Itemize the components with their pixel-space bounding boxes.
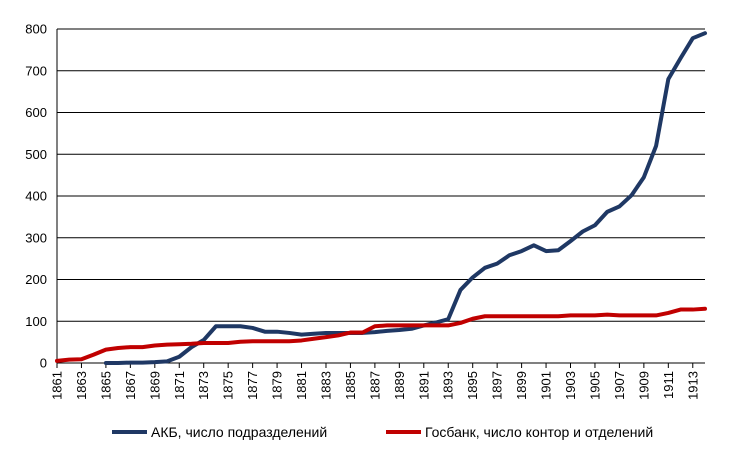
y-tick-label: 100 — [25, 314, 47, 329]
x-tick-label: 1865 — [98, 371, 113, 400]
x-tick-label: 1875 — [221, 371, 236, 400]
legend-label-gosbank: Госбанк, число контор и отделений — [425, 424, 653, 440]
gridlines — [56, 28, 705, 364]
x-tick-label: 1889 — [392, 371, 407, 400]
legend: АКБ, число подразделений Госбанк, число … — [112, 424, 653, 440]
x-axis-tick-labels: 1861 1863 1865 1867 1869 1871 1873 1875 1877 1879… — [50, 363, 700, 400]
x-tick-label: 1867 — [123, 371, 138, 400]
y-tick-label: 200 — [25, 272, 47, 287]
y-tick-label: 800 — [25, 22, 47, 37]
x-tick-label: 1863 — [74, 371, 89, 400]
y-tick-label: 0 — [40, 356, 47, 371]
y-tick-label: 600 — [25, 105, 47, 120]
x-tick-label: 1883 — [318, 371, 333, 400]
y-tick-label: 700 — [25, 63, 47, 78]
x-tick-label: 1861 — [50, 371, 65, 400]
x-tick-label: 1893 — [441, 371, 456, 400]
x-tick-label: 1913 — [685, 371, 700, 400]
x-tick-label: 1891 — [416, 371, 431, 400]
x-tick-label: 1895 — [465, 371, 480, 400]
x-tick-label: 1909 — [636, 371, 651, 400]
series-lines — [55, 31, 707, 365]
x-tick-label: 1905 — [587, 371, 602, 400]
y-axis-tick-labels: 0 100 200 300 400 500 600 700 800 — [25, 22, 47, 371]
x-tick-label: 1899 — [514, 371, 529, 400]
x-tick-label: 1869 — [147, 371, 162, 400]
x-tick-label: 1885 — [343, 371, 358, 400]
legend-label-akb: АКБ, число подразделений — [151, 424, 327, 440]
x-tick-label: 1887 — [367, 371, 382, 400]
y-tick-label: 500 — [25, 147, 47, 162]
x-tick-label: 1901 — [539, 371, 554, 400]
y-tick-label: 400 — [25, 189, 47, 204]
series-line-gosbank — [55, 306, 707, 363]
y-tick-label: 300 — [25, 230, 47, 245]
x-tick-label: 1903 — [563, 371, 578, 400]
x-tick-label: 1877 — [245, 371, 260, 400]
x-tick-label: 1907 — [612, 371, 627, 400]
x-tick-label: 1879 — [270, 371, 285, 400]
series-line-akb — [103, 31, 707, 365]
x-tick-label: 1911 — [661, 371, 676, 399]
x-tick-label: 1881 — [294, 371, 309, 400]
x-tick-label: 1873 — [196, 371, 211, 400]
x-tick-label: 1871 — [172, 371, 187, 400]
x-tick-label: 1897 — [490, 371, 505, 400]
